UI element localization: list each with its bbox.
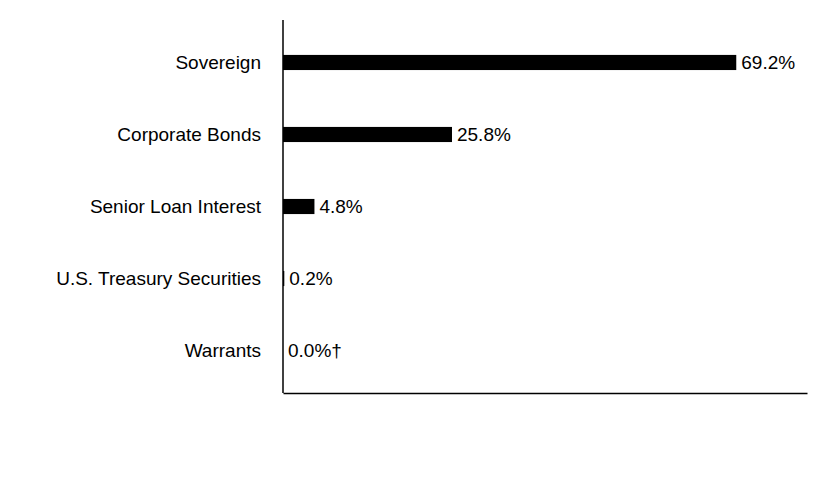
y-tick: U.S. Treasury Securities	[56, 268, 283, 289]
category-label: Senior Loan Interest	[90, 196, 262, 217]
data-label: 25.8%	[457, 124, 511, 145]
y-axis: Sovereign Corporate Bonds Senior Loan Inte…	[56, 20, 283, 393]
y-tick: Senior Loan Interest	[90, 196, 283, 217]
data-label: 0.0%†	[288, 340, 342, 361]
category-label: Warrants	[185, 340, 261, 361]
y-axis-line	[282, 20, 284, 393]
y-tick: Warrants	[185, 340, 283, 361]
bar	[283, 199, 314, 214]
category-label: Corporate Bonds	[117, 124, 261, 145]
category-label: Sovereign	[175, 52, 261, 73]
y-tick: Corporate Bonds	[117, 124, 283, 145]
data-label: 4.8%	[319, 196, 362, 217]
chart: Sovereign Corporate Bonds Senior Loan Inte…	[0, 0, 828, 504]
data-label: 0.2%	[289, 268, 332, 289]
y-tick: Sovereign	[175, 52, 283, 73]
x-axis-line	[284, 393, 808, 395]
bar	[283, 127, 452, 142]
data-label: 69.2%	[741, 52, 795, 73]
bar	[283, 55, 736, 70]
bars	[283, 55, 736, 286]
category-label: U.S. Treasury Securities	[56, 268, 261, 289]
x-axis	[284, 393, 808, 394]
data-labels: 69.2% 25.8% 4.8% 0.2% 0.0%†	[288, 52, 795, 361]
